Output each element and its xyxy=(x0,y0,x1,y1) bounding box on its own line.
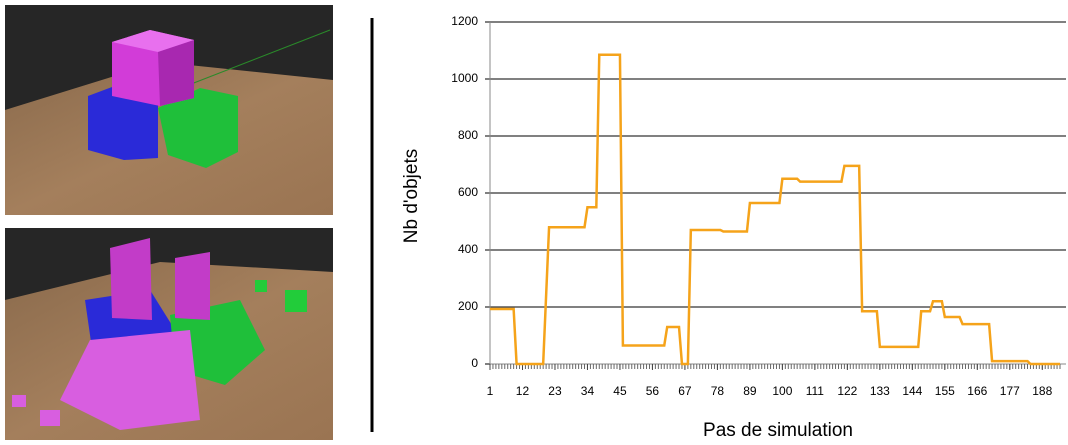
x-tick-label: 155 xyxy=(935,384,955,398)
x-tick-label: 100 xyxy=(772,384,792,398)
x-tick-label: 67 xyxy=(678,384,692,398)
y-tick-label: 600 xyxy=(458,185,478,199)
x-tick-label: 111 xyxy=(806,384,825,398)
x-tick-label: 1 xyxy=(487,384,494,398)
render-bottom xyxy=(5,228,333,440)
x-tick-label: 133 xyxy=(870,384,890,398)
render-top xyxy=(5,5,333,215)
data-line xyxy=(490,53,1060,366)
x-tick-label: 23 xyxy=(548,384,562,398)
y-axis-title: Nb d'objets xyxy=(401,149,422,243)
x-tick-label: 144 xyxy=(902,384,922,398)
x-tick-label: 89 xyxy=(743,384,757,398)
y-tick-label: 800 xyxy=(458,128,478,142)
x-tick-label: 166 xyxy=(967,384,987,398)
y-tick-label: 400 xyxy=(458,242,478,256)
x-axis-title: Pas de simulation xyxy=(703,420,853,441)
y-tick-label: 200 xyxy=(458,299,478,313)
x-tick-label: 56 xyxy=(646,384,660,398)
y-tick-label: 1000 xyxy=(451,71,478,85)
x-tick-label: 78 xyxy=(711,384,725,398)
y-tick-label: 1200 xyxy=(451,14,478,28)
y-tick-label: 0 xyxy=(471,356,478,370)
x-tick-label: 122 xyxy=(837,384,857,398)
x-tick-label: 12 xyxy=(516,384,530,398)
x-tick-label: 34 xyxy=(581,384,595,398)
x-tick-label: 188 xyxy=(1032,384,1052,398)
x-tick-label: 177 xyxy=(1000,384,1020,398)
x-tick-label: 45 xyxy=(613,384,627,398)
